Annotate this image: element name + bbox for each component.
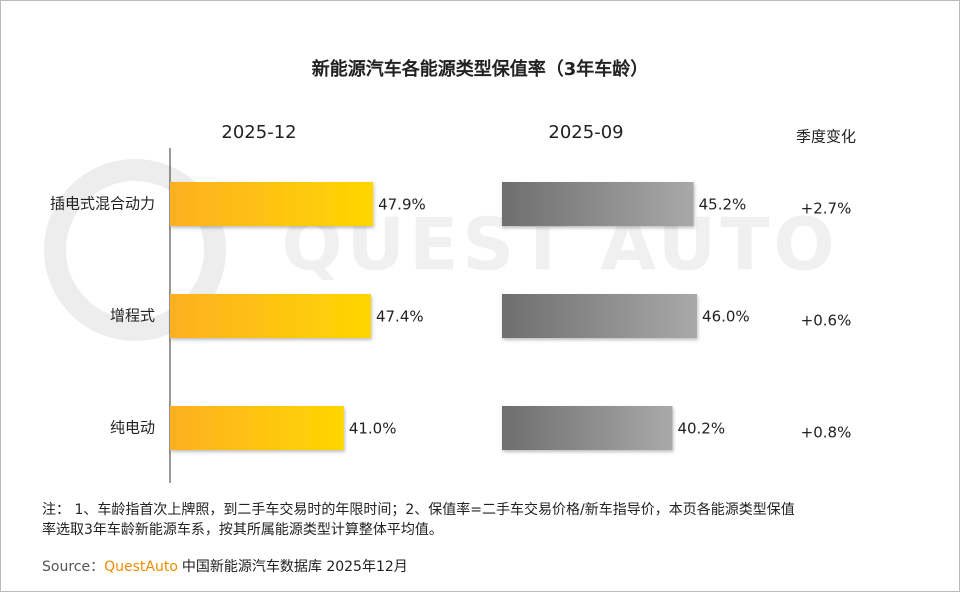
value-label: 45.2%	[699, 196, 747, 214]
source-brand: QuestAuto	[104, 559, 178, 575]
note: 注： 1、车龄指首次上牌照，到二手车交易时的年限时间；2、保值率=二手车交易价格…	[42, 501, 795, 518]
value-label: 41.0%	[349, 420, 397, 438]
value-label: 47.9%	[378, 196, 426, 214]
source-label: Source：	[42, 559, 104, 575]
bar	[170, 182, 374, 226]
source-text: 中国新能源汽车数据库 2025年12月	[182, 558, 408, 575]
bar	[502, 182, 694, 226]
note: 率选取3年车龄新能源车系，按其所属能源类型计算整体平均值。	[42, 521, 443, 538]
source: Source：QuestAuto 中国新能源汽车数据库 2025年12月	[42, 558, 408, 575]
series-header: 2025-09	[548, 122, 623, 143]
change-header: 季度变化	[796, 128, 856, 146]
change-label: +2.7%	[801, 200, 852, 218]
change-label: +0.8%	[801, 424, 852, 442]
category-label: 插电式混合动力	[50, 195, 155, 213]
watermark-logo	[44, 159, 226, 341]
category-label: 增程式	[110, 307, 155, 325]
bar	[502, 406, 673, 450]
value-label: 40.2%	[677, 420, 725, 438]
bar	[170, 294, 371, 338]
category-label: 纯电动	[110, 419, 155, 437]
bar	[170, 406, 344, 450]
value-label: 47.4%	[376, 308, 424, 326]
value-label: 46.0%	[702, 308, 750, 326]
bar	[502, 294, 698, 338]
chart-title: 新能源汽车各能源类型保值率（3年车龄）	[312, 58, 649, 80]
change-label: +0.6%	[801, 312, 852, 330]
series-header: 2025-12	[221, 122, 296, 143]
